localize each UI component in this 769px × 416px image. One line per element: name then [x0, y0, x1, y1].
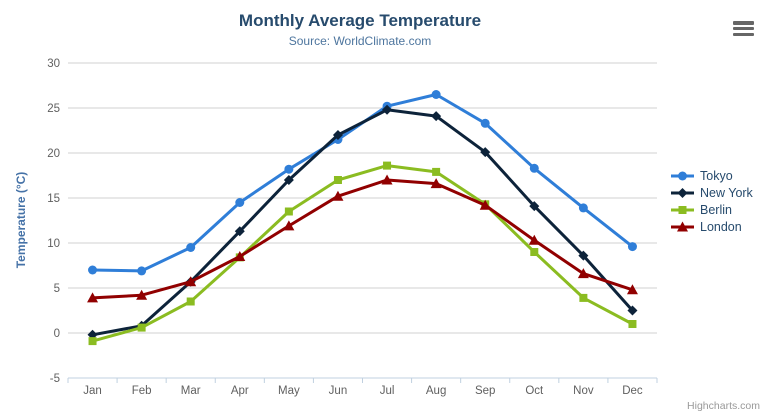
data-point-marker[interactable]: [577, 268, 589, 279]
data-point-marker[interactable]: [381, 174, 393, 185]
data-point-marker[interactable]: [88, 337, 97, 346]
x-tick-label: Sep: [475, 385, 495, 397]
y-tick-label: -5: [50, 373, 60, 385]
highcharts-credit-link[interactable]: Highcharts.com: [687, 400, 760, 412]
data-point-marker[interactable]: [529, 163, 539, 173]
data-point-marker[interactable]: [87, 292, 99, 303]
chart-title: Monthly Average Temperature: [238, 11, 482, 30]
series-line: [91, 178, 634, 300]
legend-item-london[interactable]: London: [671, 219, 753, 234]
legend-item-tokyo[interactable]: Tokyo: [671, 168, 753, 183]
y-axis-title: Temperature (°C): [14, 171, 28, 269]
triangle-marker-icon: [671, 221, 694, 231]
legend-symbol[interactable]: [677, 187, 688, 198]
series-new-york: [87, 104, 638, 340]
legend-symbol[interactable]: [678, 205, 687, 214]
data-point-marker[interactable]: [626, 284, 638, 295]
x-tick-label: Aug: [426, 385, 446, 397]
series-london: [87, 174, 638, 303]
data-point-marker[interactable]: [284, 164, 294, 174]
x-tick-label: Jul: [380, 385, 395, 397]
diamond-marker-icon: [671, 187, 694, 198]
data-point-marker[interactable]: [234, 251, 246, 261]
legend: Tokyo New York Berlin London: [671, 168, 753, 234]
series-berlin: [88, 161, 637, 346]
data-point-marker[interactable]: [283, 175, 294, 185]
y-tick-label: 10: [47, 238, 60, 250]
legend-symbol[interactable]: [678, 171, 687, 180]
data-point-marker[interactable]: [627, 242, 637, 252]
data-point-marker[interactable]: [480, 147, 491, 158]
data-point-marker[interactable]: [186, 297, 195, 306]
data-point-marker[interactable]: [480, 118, 490, 128]
data-point-marker[interactable]: [530, 248, 539, 256]
data-point-marker[interactable]: [283, 220, 295, 231]
legend-symbol[interactable]: [677, 221, 688, 231]
series-line: [91, 164, 634, 343]
x-tick-label: Jun: [329, 385, 348, 397]
square-marker-icon: [671, 205, 694, 214]
data-point-marker[interactable]: [382, 104, 393, 115]
y-tick-label: 20: [47, 148, 60, 160]
y-tick-label: 30: [47, 58, 60, 70]
y-tick-label: 25: [47, 103, 60, 115]
legend-label: London: [700, 219, 742, 234]
data-point-marker[interactable]: [627, 305, 638, 316]
data-point-marker[interactable]: [136, 289, 148, 300]
data-point-marker[interactable]: [383, 161, 392, 170]
hamburger-icon[interactable]: [733, 21, 754, 36]
x-tick-label: Feb: [132, 385, 152, 397]
data-point-marker[interactable]: [235, 198, 245, 207]
data-point-marker[interactable]: [284, 207, 293, 216]
x-tick-label: Mar: [181, 385, 201, 397]
data-point-marker[interactable]: [628, 320, 637, 328]
data-point-marker[interactable]: [431, 90, 441, 99]
data-point-marker[interactable]: [430, 178, 442, 189]
x-tick-label: May: [278, 385, 300, 397]
data-point-marker[interactable]: [578, 250, 589, 261]
legend-item-new-york[interactable]: New York: [671, 185, 753, 200]
series-tokyo: [88, 90, 637, 276]
legend-label: Berlin: [700, 202, 732, 217]
data-point-marker[interactable]: [431, 111, 442, 122]
x-tick-label: Apr: [231, 385, 249, 397]
data-point-marker[interactable]: [186, 243, 196, 252]
legend-item-berlin[interactable]: Berlin: [671, 202, 753, 217]
data-point-marker[interactable]: [528, 234, 540, 245]
data-point-marker[interactable]: [234, 226, 245, 237]
legend-label: New York: [700, 185, 753, 200]
legend-label: Tokyo: [700, 168, 733, 183]
data-point-marker[interactable]: [529, 201, 540, 212]
x-tick-label: Oct: [525, 385, 544, 397]
series-line: [91, 108, 634, 337]
data-point-marker[interactable]: [332, 190, 344, 201]
data-point-marker[interactable]: [137, 323, 146, 332]
data-point-marker[interactable]: [432, 167, 441, 176]
data-point-marker[interactable]: [579, 293, 588, 302]
chart-subtitle: Source: WorldClimate.com: [288, 34, 432, 48]
y-tick-label: 5: [54, 283, 60, 295]
data-point-marker[interactable]: [185, 276, 197, 287]
data-point-marker[interactable]: [88, 265, 98, 275]
y-tick-label: 15: [47, 193, 60, 205]
x-tick-label: Nov: [573, 385, 594, 397]
x-tick-label: Jan: [83, 385, 102, 397]
data-point-marker[interactable]: [479, 199, 491, 210]
x-tick-label: Dec: [622, 385, 643, 397]
y-tick-label: 0: [54, 328, 60, 340]
circle-marker-icon: [671, 171, 694, 180]
data-point-marker[interactable]: [578, 203, 588, 213]
data-point-marker[interactable]: [137, 266, 147, 276]
data-point-marker[interactable]: [332, 130, 343, 140]
data-point-marker[interactable]: [333, 176, 342, 184]
